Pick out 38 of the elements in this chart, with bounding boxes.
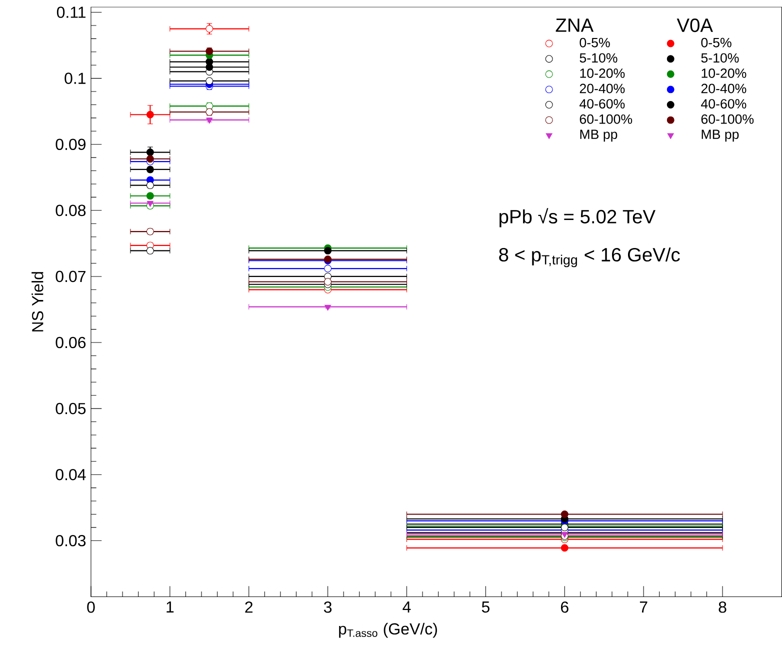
y-axis-title: NS Yield [32,272,44,332]
y-tick-label: 0.04 [56,469,86,480]
y-tick-label: 0.09 [56,138,86,150]
x-tick-label: 1 [166,602,174,613]
legend-label: MB pp [580,130,618,142]
y-tick-label: 0.03 [56,535,86,546]
y-tick-label: 0.1 [64,72,86,84]
annotation: V0A [676,18,713,32]
y-tick-label: 0.05 [56,403,86,414]
legend-label: 5-10% [580,53,618,63]
x-axis-title: p$_{T.asso}$ (GeV/c) [339,622,437,638]
legend-label: 20-40% [701,84,746,94]
annotation: 8 < p$_{T,trigg}$ < 16 GeV/c [499,248,680,268]
legend-label: 5-10% [701,53,739,63]
y-tick-label: 0.07 [56,270,86,282]
annotation: pPb √s = 5.02 TeV [500,208,656,228]
x-tick-label: 4 [402,602,411,613]
y-tick-label: 0.11 [56,6,86,18]
x-tick-label: 0 [87,602,95,613]
legend-label: 60-100% [580,114,632,124]
legend-label: 10-20% [702,68,746,78]
y-tick-label: 0.06 [56,336,86,348]
x-tick-label: 3 [324,602,332,613]
x-tick-label: 6 [561,602,568,613]
annotation: ZNA [556,18,594,32]
x-tick-label: 8 [718,602,726,613]
legend-label: 10-20% [580,68,625,78]
legend-label: 0-5% [701,38,732,48]
legend-label: 0-5% [580,38,610,48]
legend-label: 20-40% [580,84,625,94]
legend-label: 60-100% [701,114,754,124]
x-tick-label: 5 [482,602,490,613]
legend-label: 40-60% [701,99,746,109]
y-tick-label: 0.08 [56,204,86,216]
legend-label: 40-60% [580,99,625,109]
legend-label: MB pp [702,130,739,142]
x-tick-label: 2 [245,602,253,613]
x-tick-label: 7 [640,602,648,613]
